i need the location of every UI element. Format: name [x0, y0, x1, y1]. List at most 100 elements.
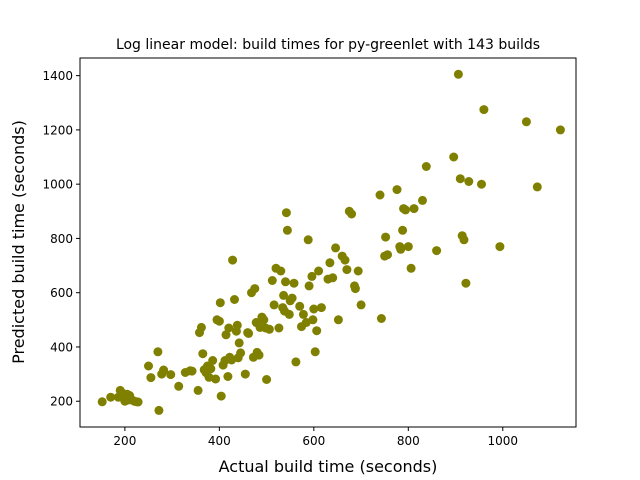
data-point — [309, 304, 319, 314]
data-point — [342, 265, 352, 275]
data-point — [208, 356, 218, 365]
data-point — [325, 258, 335, 268]
data-point — [328, 273, 338, 283]
data-point — [464, 177, 474, 186]
data-point — [461, 278, 471, 288]
data-point — [232, 320, 242, 330]
data-point — [307, 271, 317, 281]
data-point — [396, 244, 406, 254]
y-axis-ticks: 200 400 600 800 1000 1200 1400 — [42, 69, 80, 409]
y-tick-label: 1000 — [42, 178, 73, 192]
data-point — [166, 370, 176, 380]
data-point — [350, 284, 360, 294]
data-point — [211, 374, 221, 384]
data-point — [267, 276, 277, 285]
data-point — [234, 338, 244, 348]
data-point — [495, 242, 505, 252]
data-point — [521, 117, 531, 127]
data-point — [418, 195, 427, 205]
y-axis-label: Predicted build time (seconds) — [9, 120, 28, 364]
data-point — [254, 350, 264, 360]
data-point — [356, 300, 366, 310]
data-point — [401, 205, 410, 215]
data-point — [187, 366, 197, 376]
y-tick-label: 400 — [50, 340, 73, 354]
data-point — [223, 372, 233, 381]
y-tick-label: 800 — [50, 232, 73, 246]
data-point — [228, 255, 238, 265]
data-point — [206, 364, 216, 374]
data-point — [383, 250, 392, 260]
data-point — [381, 232, 391, 242]
data-point — [310, 347, 320, 357]
data-point — [291, 357, 301, 367]
x-tick-label: 400 — [208, 434, 231, 448]
data-point — [376, 314, 386, 323]
data-point — [215, 298, 225, 308]
x-tick-label: 600 — [302, 434, 325, 448]
data-point — [224, 323, 234, 333]
data-point — [159, 365, 169, 375]
data-point — [459, 235, 469, 245]
data-point — [279, 290, 289, 300]
data-point — [144, 361, 153, 371]
data-point — [298, 309, 308, 319]
data-point — [453, 69, 463, 79]
data-point — [250, 284, 260, 294]
data-point — [375, 190, 385, 200]
data-point — [555, 125, 565, 135]
y-tick-label: 1200 — [42, 123, 73, 137]
data-point — [409, 204, 419, 214]
data-point — [193, 385, 203, 395]
data-point — [264, 324, 274, 334]
data-point — [477, 179, 486, 189]
x-axis-ticks: 200 400 600 800 1000 — [113, 427, 518, 448]
data-point — [287, 293, 297, 303]
x-tick-label: 1000 — [488, 434, 519, 448]
data-point — [146, 373, 156, 383]
data-points — [97, 69, 565, 415]
x-axis-label: Actual build time (seconds) — [219, 457, 438, 476]
data-point — [532, 182, 542, 192]
data-point — [221, 330, 231, 340]
data-point — [308, 315, 318, 325]
data-point — [304, 281, 314, 291]
data-point — [479, 105, 489, 115]
chart-title: Log linear model: build times for py-gre… — [116, 37, 540, 53]
data-point — [284, 309, 294, 319]
data-point — [281, 208, 291, 218]
data-point — [153, 347, 163, 357]
data-point — [340, 255, 350, 265]
y-tick-label: 200 — [50, 395, 73, 409]
data-point — [106, 392, 116, 402]
y-tick-label: 1400 — [42, 69, 73, 83]
y-tick-label: 600 — [50, 286, 73, 300]
data-point — [347, 209, 357, 219]
x-tick-label: 200 — [113, 434, 136, 448]
data-point — [259, 315, 269, 325]
data-point — [230, 295, 239, 304]
data-point — [353, 266, 363, 276]
data-point — [196, 322, 206, 332]
data-point — [274, 323, 284, 333]
data-point — [236, 348, 246, 358]
data-point — [398, 225, 408, 235]
data-point — [432, 246, 442, 256]
data-point — [281, 277, 290, 287]
data-point — [244, 328, 254, 338]
data-point — [269, 300, 279, 310]
data-point — [331, 243, 341, 253]
data-point — [314, 266, 324, 276]
data-point — [295, 301, 305, 311]
data-point — [421, 162, 431, 171]
data-point — [316, 303, 326, 313]
data-point — [262, 375, 272, 384]
data-point — [303, 235, 313, 245]
data-point — [240, 369, 250, 379]
data-point — [449, 152, 459, 162]
data-point — [133, 397, 143, 407]
data-point — [154, 405, 164, 415]
data-point — [216, 391, 226, 401]
